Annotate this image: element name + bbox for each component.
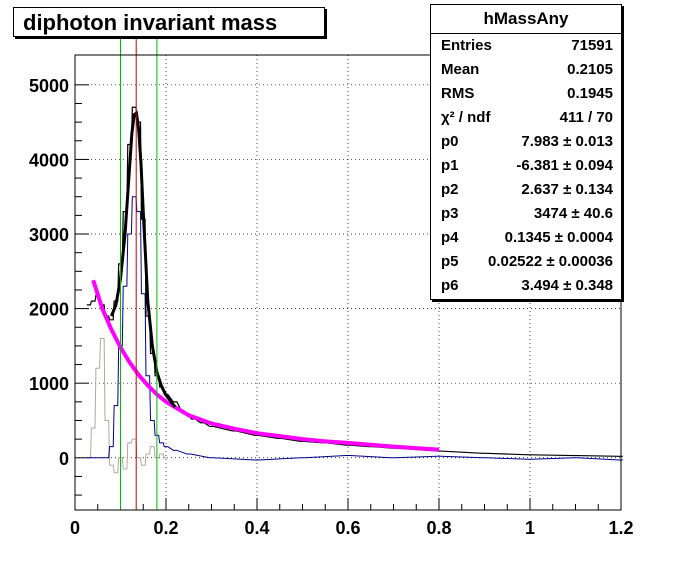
stats-value: 2.637 ± 0.134	[521, 181, 613, 198]
stats-row-p1: p1 -6.381 ± 0.094	[441, 157, 613, 181]
x-tick-label: 1.2	[608, 518, 633, 538]
stats-label: χ² / ndf	[441, 109, 491, 126]
stats-label: p5	[441, 253, 459, 270]
stats-value: 3474 ± 40.6	[533, 205, 613, 222]
x-tick-label: 0.8	[426, 518, 451, 538]
stats-label: p6	[441, 277, 459, 294]
stats-value: 0.1945	[567, 85, 613, 102]
x-tick-label: 0.4	[244, 518, 269, 538]
x-tick-label: 0.6	[335, 518, 360, 538]
stats-row-mean: Mean 0.2105	[441, 61, 613, 85]
stats-value: 3.494 ± 0.348	[521, 277, 613, 294]
fit-curve-background	[91, 279, 440, 452]
x-tick-label: 1	[525, 518, 535, 538]
stats-value: 0.1345 ± 0.0004	[504, 229, 613, 246]
stats-label: p2	[441, 181, 459, 198]
y-tick-label: 4000	[29, 150, 69, 170]
histogram-blue	[86, 196, 623, 461]
y-tick-label: 0	[59, 449, 69, 469]
y-tick-label: 1000	[29, 374, 69, 394]
stats-row-p2: p2 2.637 ± 0.134	[441, 181, 613, 205]
stats-row-p6: p6 3.494 ± 0.348	[441, 277, 613, 301]
stats-row-entries: Entries 71591	[441, 37, 613, 61]
histogram-gray	[86, 337, 168, 474]
stats-label: Mean	[441, 61, 480, 78]
stats-row-chi2: χ² / ndf 411 / 70	[441, 109, 613, 133]
y-tick-label: 5000	[29, 76, 69, 96]
chart-title-box: diphoton invariant mass	[13, 7, 325, 37]
stats-label: p4	[441, 229, 459, 246]
stats-value: 7.983 ± 0.013	[521, 133, 613, 150]
stats-row-p0: p0 7.983 ± 0.013	[441, 133, 613, 157]
x-tick-label: 0.2	[153, 518, 178, 538]
stats-row-p4: p4 0.1345 ± 0.0004	[441, 229, 613, 253]
y-tick-label: 3000	[29, 225, 69, 245]
y-tick-label: 2000	[29, 300, 69, 320]
x-tick-label: 0	[70, 518, 80, 538]
stats-label: p0	[441, 133, 459, 150]
stats-row-p5: p5 0.02522 ± 0.00036	[441, 253, 613, 277]
stats-value: 411 / 70	[559, 109, 613, 126]
stats-histogram-name: hMassAny	[431, 5, 621, 34]
stats-value: 71591	[571, 37, 613, 54]
stats-row-p3: p3 3474 ± 40.6	[441, 205, 613, 229]
stats-box: hMassAny Entries 71591 Mean 0.2105 RMS 0…	[430, 4, 622, 300]
stats-value: -6.381 ± 0.094	[516, 157, 613, 174]
stats-row-rms: RMS 0.1945	[441, 85, 613, 109]
stats-label: RMS	[441, 85, 475, 102]
stats-label: Entries	[441, 37, 492, 54]
stats-label: p3	[441, 205, 459, 222]
stats-label: p1	[441, 157, 459, 174]
fit-curve-total	[110, 110, 177, 408]
chart-title: diphoton invariant mass	[23, 10, 278, 35]
stats-value: 0.2105	[567, 61, 613, 78]
stats-value: 0.02522 ± 0.00036	[487, 253, 613, 270]
